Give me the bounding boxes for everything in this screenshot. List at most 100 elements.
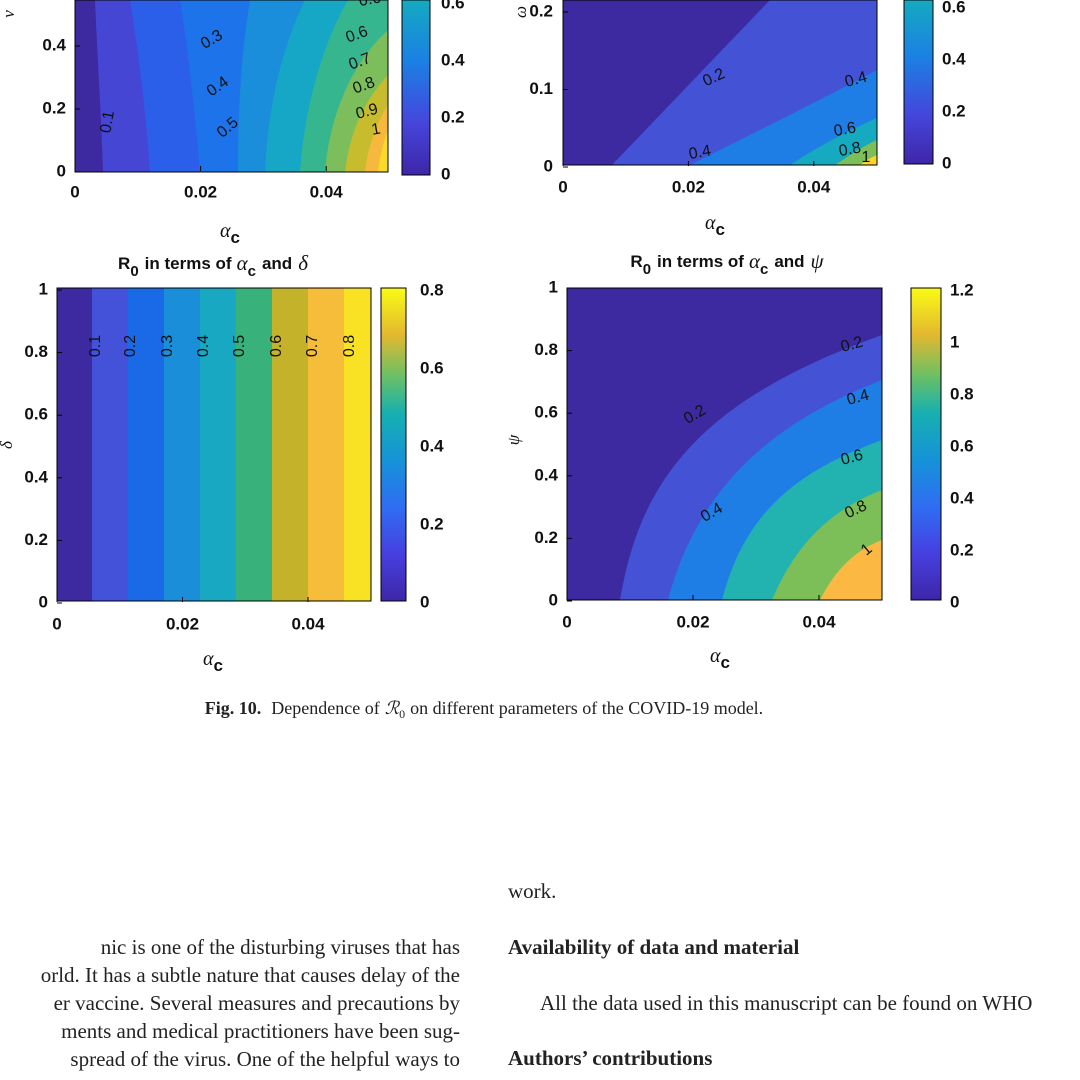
contour-label: 0.8 bbox=[351, 74, 378, 98]
caption-text: Dependence of bbox=[271, 698, 379, 718]
paragraph-line: spread of the virus. One of the helpful … bbox=[70, 1047, 460, 1071]
y-tick-label: 0.4 bbox=[24, 467, 48, 486]
colorbar-tick-label: 0 bbox=[420, 592, 429, 611]
colorbar-tick-label: 0.6 bbox=[420, 358, 444, 377]
title-subscript: c bbox=[760, 261, 768, 278]
y-tick-label: 0 bbox=[549, 590, 558, 609]
contour-label: 0.1 bbox=[97, 109, 118, 134]
paragraph-end: work. bbox=[508, 879, 556, 903]
y-tick-label: 0.8 bbox=[534, 340, 558, 359]
panel-title: R0 in terms of αc and ψ bbox=[630, 249, 824, 278]
colorbar-tick-label: 0.4 bbox=[950, 488, 974, 507]
colorbar-tick-label: 0 bbox=[950, 592, 959, 611]
contour-label: 0.6 bbox=[839, 447, 865, 469]
contour-label: 0.4 bbox=[843, 69, 869, 91]
x-tick-label: 0 bbox=[70, 182, 79, 201]
colorbar-tick-label: 0.2 bbox=[420, 514, 444, 533]
x-axis-label: αc bbox=[220, 220, 240, 248]
x-axis-label: αc bbox=[705, 212, 725, 240]
x-tick-label: 0.02 bbox=[672, 177, 705, 196]
caption-text: on different parameters of the COVID-19 … bbox=[410, 698, 763, 718]
x-tick-label: 0.04 bbox=[802, 612, 836, 631]
contour-label: 1 bbox=[862, 149, 871, 166]
contour-label: 0.6 bbox=[268, 335, 285, 357]
figure-panel: 00.020.0400.20.40.60.8100.20.40.60.8αcδ0… bbox=[0, 251, 444, 676]
x-axis-symbol: α bbox=[705, 212, 716, 234]
contour-label: 0.1 bbox=[87, 335, 104, 357]
contour-label: 0.4 bbox=[195, 335, 212, 357]
paragraph-line: orld. It has a subtle nature that causes… bbox=[41, 963, 460, 987]
x-tick-label: 0 bbox=[562, 612, 571, 631]
y-tick-label: 0.6 bbox=[534, 403, 558, 422]
contour-label: 0.8 bbox=[341, 335, 358, 357]
x-axis-subscript: c bbox=[721, 653, 730, 672]
colorbar-tick-label: 0.4 bbox=[420, 436, 444, 455]
paragraph-line: ments and medical practitioners have bee… bbox=[61, 1019, 460, 1043]
colorbar-tick-label: 0.4 bbox=[942, 49, 966, 68]
colorbar-tick-label: 1.2 bbox=[950, 280, 974, 299]
caption-label: Fig. 10. bbox=[205, 698, 262, 718]
colorbar-tick-label: 1 bbox=[950, 332, 959, 351]
contour-fill bbox=[74, 0, 431, 176]
paragraph: All the data used in this manuscript can… bbox=[540, 991, 1032, 1015]
caption-symbol: ℛ bbox=[385, 698, 401, 718]
contour-fill bbox=[56, 287, 407, 602]
title-symbol: α bbox=[237, 251, 249, 275]
contour-label: 1 bbox=[370, 121, 382, 139]
paragraph-line: er vaccine. Several measures and precaut… bbox=[54, 991, 461, 1015]
y-tick-label: 0.6 bbox=[24, 405, 48, 424]
contour-label: 0.6 bbox=[833, 119, 858, 140]
contour-label: 0.5 bbox=[231, 335, 248, 357]
title-symbol: ψ bbox=[811, 249, 825, 273]
contour-label: 0.7 bbox=[304, 335, 321, 357]
x-axis-label: αc bbox=[710, 645, 730, 673]
x-tick-label: 0.04 bbox=[797, 177, 831, 196]
paragraph-line: nic is one of the disturbing viruses tha… bbox=[101, 935, 460, 959]
title-symbol: δ bbox=[298, 251, 309, 275]
x-tick-label: 0.04 bbox=[310, 182, 344, 201]
x-axis-symbol: α bbox=[220, 220, 231, 242]
figure-panel: 0 0.02 0.04 0 0.2 0.4 0.6 0.8 1 0 0.2 0.4 0.6 0.8 1 1.2… bbox=[504, 249, 974, 673]
figure-caption: Fig. 10. Dependence of ℛ0 on different para… bbox=[205, 698, 763, 721]
x-tick-label: 0 bbox=[558, 177, 567, 196]
contour-label: 0.6 bbox=[344, 23, 371, 47]
title-text: in terms of bbox=[145, 254, 232, 273]
y-tick-label: 0.2 bbox=[534, 528, 558, 547]
contour-fill bbox=[562, 0, 934, 166]
contour-label: 0.4 bbox=[688, 142, 713, 163]
x-axis-label: αc bbox=[203, 648, 223, 676]
y-tick-label: 0.2 bbox=[529, 1, 553, 20]
x-tick-label: 0.04 bbox=[291, 614, 325, 633]
contour-label: 0.6 bbox=[358, 0, 383, 10]
panel-title: R0 in terms of αc and δ bbox=[118, 251, 309, 280]
y-axis-label: ν bbox=[0, 10, 18, 18]
y-tick-label: 0.4 bbox=[534, 465, 558, 484]
y-tick-label: 0.1 bbox=[529, 79, 553, 98]
y-tick-label: 0 bbox=[544, 156, 553, 175]
contour-label: 0.3 bbox=[159, 335, 176, 357]
contour-label: 0.8 bbox=[838, 139, 863, 160]
title-subscript: 0 bbox=[643, 261, 651, 278]
title-text: in terms of bbox=[657, 252, 744, 271]
x-axis-symbol: α bbox=[203, 648, 214, 670]
x-tick-label: 0.02 bbox=[184, 182, 217, 201]
x-axis-subscript: c bbox=[716, 220, 725, 239]
contour-label: 0.2 bbox=[839, 334, 865, 356]
title-symbol: R bbox=[630, 252, 642, 271]
contour-label: 0.9 bbox=[354, 101, 380, 123]
colorbar-tick-label: 0.2 bbox=[441, 107, 465, 126]
contour-fill bbox=[566, 287, 942, 601]
title-subscript: c bbox=[248, 263, 256, 280]
y-tick-label: 0.4 bbox=[42, 35, 66, 54]
y-tick-label: 0 bbox=[57, 161, 66, 180]
colorbar-tick-label: 0 bbox=[942, 153, 951, 172]
x-axis-symbol: α bbox=[710, 645, 721, 667]
title-symbol: α bbox=[749, 249, 761, 273]
colorbar-tick-label: 0.2 bbox=[942, 101, 966, 120]
section-heading: Authors’ contributions bbox=[508, 1046, 712, 1070]
contour-label: 0.2 bbox=[122, 335, 139, 357]
y-tick-label: 0.2 bbox=[24, 530, 48, 549]
colorbar-tick-label: 0.6 bbox=[950, 436, 974, 455]
